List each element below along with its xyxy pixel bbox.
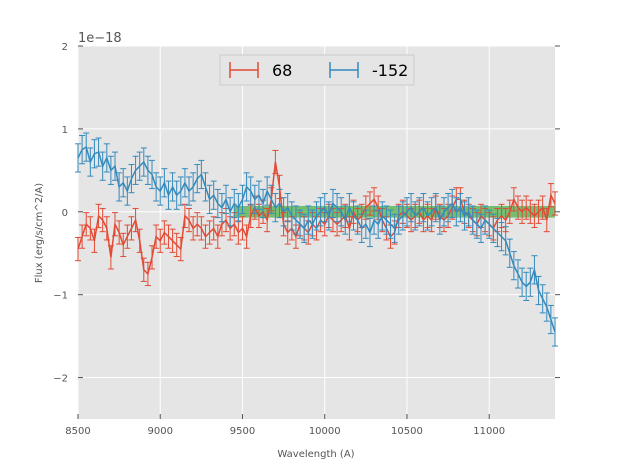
y-tick-label: −2 [53, 374, 68, 385]
offset-label: 1e−18 [78, 31, 122, 46]
series-line [77, 145, 556, 333]
legend-label-series-2: -152 [372, 61, 408, 80]
x-tick-label: 9000 [148, 426, 173, 437]
series-layer [75, 132, 558, 347]
legend-label-series-1: 68 [272, 61, 292, 80]
x-tick-label: 9500 [230, 426, 255, 437]
y-axis-label: Flux (erg/s/cm^2/A) [34, 183, 45, 283]
x-tick-label: 10000 [309, 426, 341, 437]
ticks-layer: 8500 9000 9500 10000 10500 11000 −2 −1 0 1 2 [53, 42, 560, 437]
series-2 [75, 132, 558, 347]
y-tick-label: 2 [62, 42, 68, 53]
x-tick-label: 10500 [391, 426, 423, 437]
x-tick-label: 11000 [473, 426, 505, 437]
y-tick-label: −1 [53, 291, 68, 302]
flat-range-band [234, 205, 556, 218]
y-tick-label: 0 [62, 208, 68, 219]
legend: 68 -152 [219, 54, 415, 86]
legend-marker-series-2 [329, 62, 359, 78]
y-tick-label: 1 [62, 125, 68, 136]
x-tick-label: 8500 [65, 426, 90, 437]
legend-marker-series-1 [229, 62, 259, 78]
x-axis-label: Wavelength (A) [277, 449, 354, 460]
